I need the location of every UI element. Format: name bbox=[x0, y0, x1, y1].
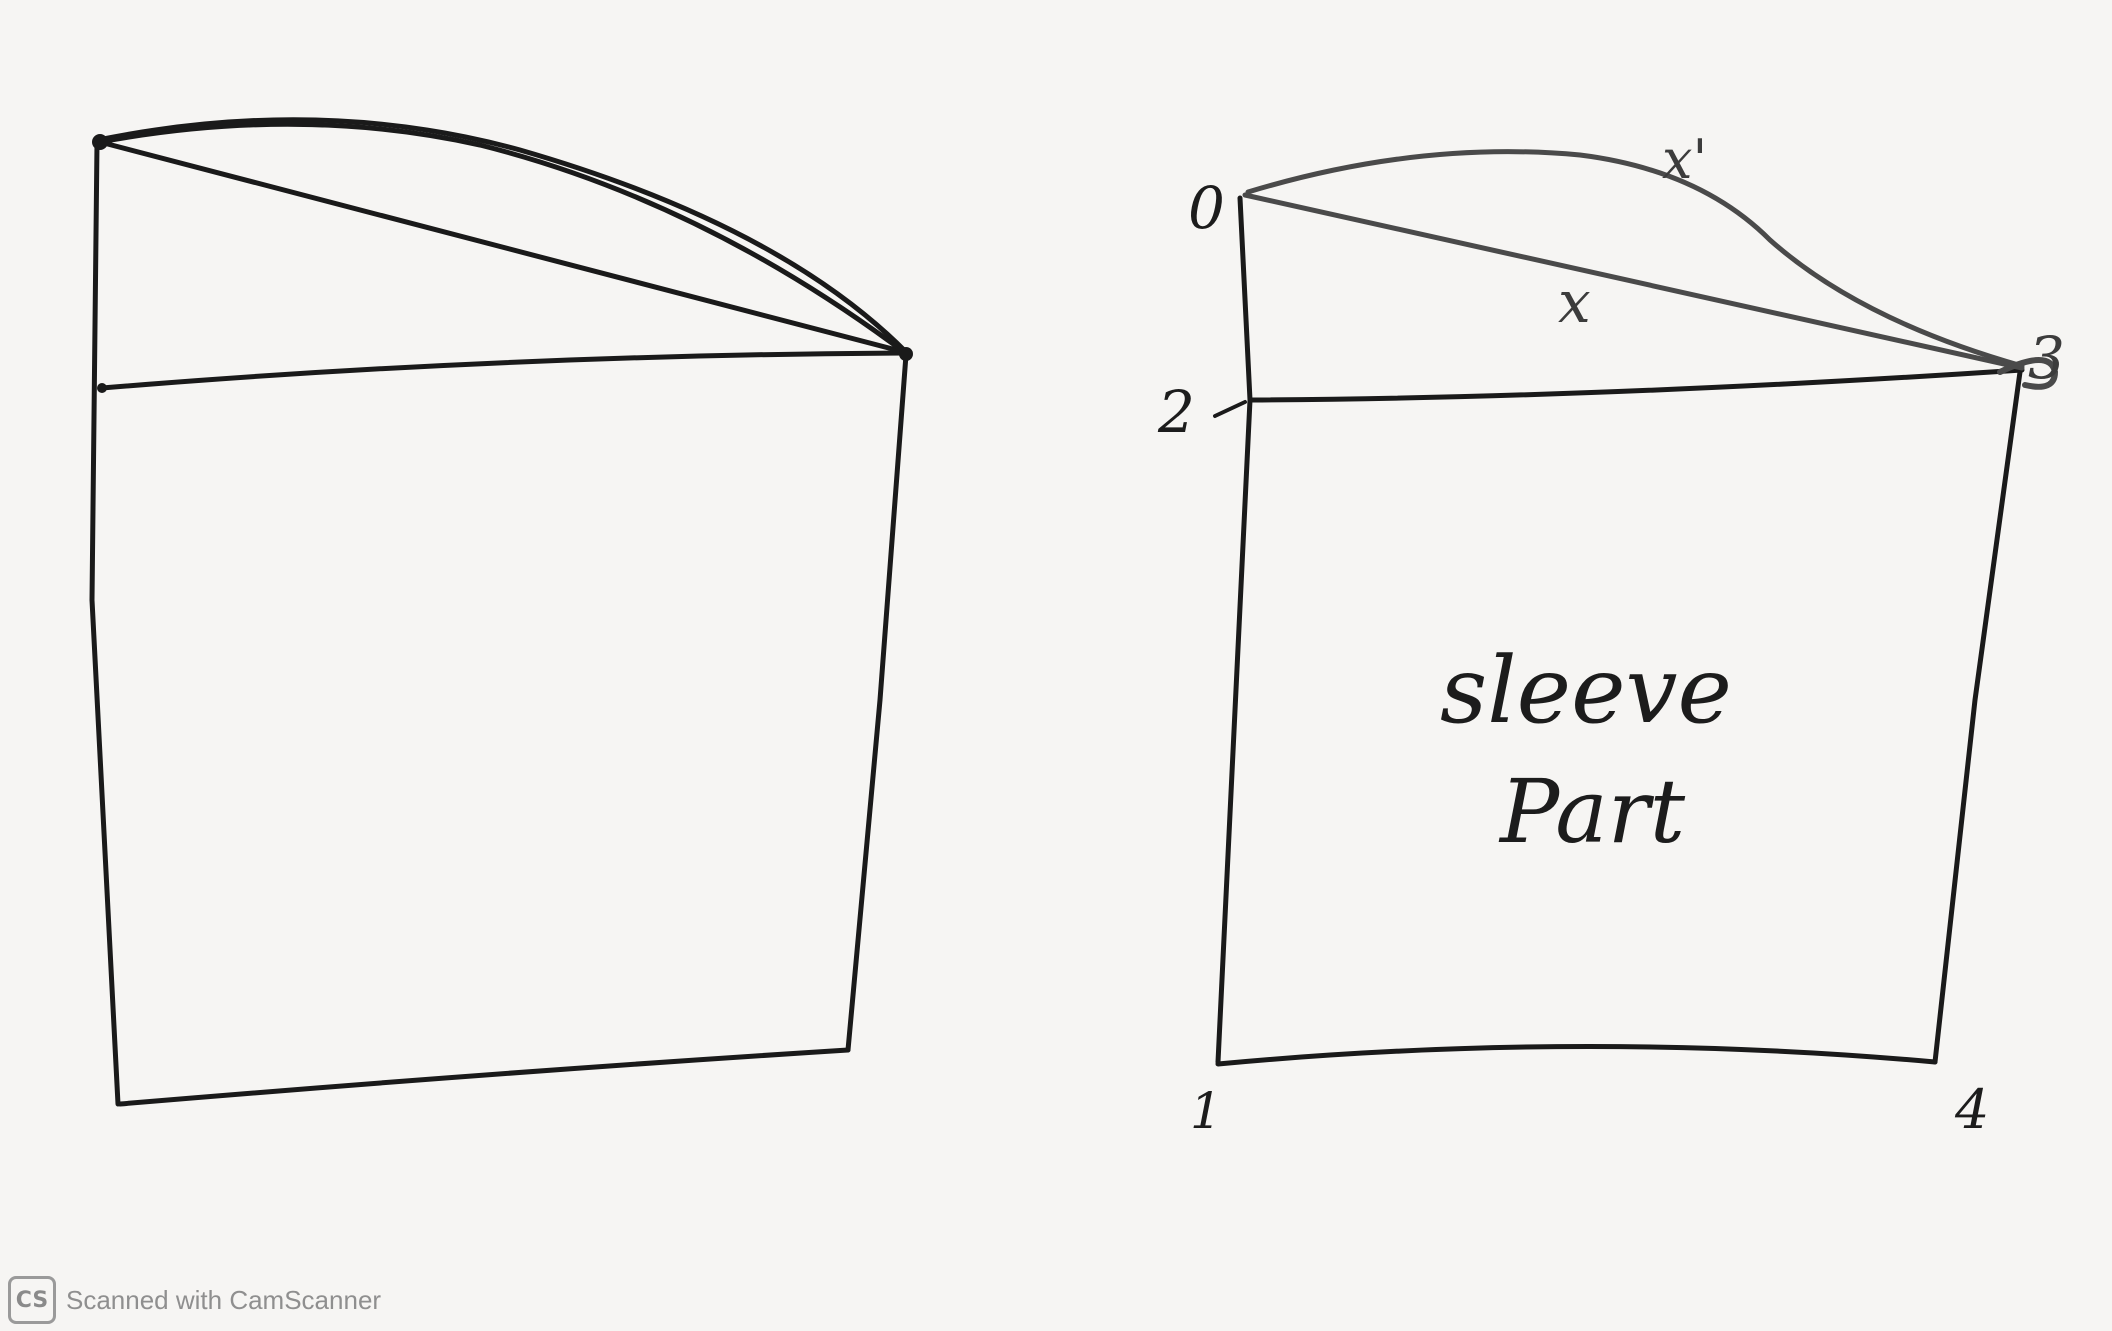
part-label: Part bbox=[1498, 760, 1686, 863]
right-bottom-edge bbox=[1215, 1043, 1938, 1067]
camscanner-watermark: CS Scanned with CamScanner bbox=[8, 1274, 381, 1326]
left-cap-curve-outer bbox=[95, 117, 909, 355]
left-top-point-dot bbox=[92, 134, 108, 150]
right-underarm-line bbox=[1249, 367, 2025, 403]
right-cap-end-scribble bbox=[1997, 357, 2058, 390]
camscanner-text: Scanned with CamScanner bbox=[66, 1284, 382, 1315]
point-label-2: 2 bbox=[1157, 378, 1195, 446]
left-cap-curve-inner bbox=[97, 121, 907, 355]
left-right-edge bbox=[845, 352, 909, 1053]
left-sleeve-figure bbox=[89, 117, 913, 1107]
camscanner-logo: CS bbox=[8, 1276, 56, 1324]
right-point-2-tick bbox=[1213, 400, 1247, 418]
left-left-edge bbox=[89, 140, 121, 1107]
right-right-edge bbox=[1932, 369, 2023, 1065]
sleeve-label: sleeve bbox=[1440, 637, 1732, 744]
left-right-point-dot bbox=[899, 347, 913, 361]
point-label-3: 3 bbox=[2028, 324, 2065, 392]
left-underarm-line bbox=[99, 350, 909, 391]
chord-label-x: x bbox=[1558, 268, 1591, 336]
point-label-0: 0 bbox=[1188, 174, 1225, 242]
curve-label-x-prime: x' bbox=[1662, 128, 1707, 191]
point-label-4: 4 bbox=[1954, 1078, 1989, 1141]
left-underarm-point-dot bbox=[97, 383, 107, 393]
left-bottom-edge bbox=[117, 1047, 851, 1107]
right-cap-chord bbox=[1242, 192, 2025, 371]
point-label-1: 1 bbox=[1190, 1082, 1222, 1140]
right-left-edge bbox=[1215, 195, 1253, 1065]
left-cap-chord bbox=[97, 139, 907, 355]
right-sleeve-figure: 0 2 3 1 4 x x' sleeve Part bbox=[1157, 128, 2065, 1141]
right-cap-curve bbox=[1245, 149, 2025, 369]
